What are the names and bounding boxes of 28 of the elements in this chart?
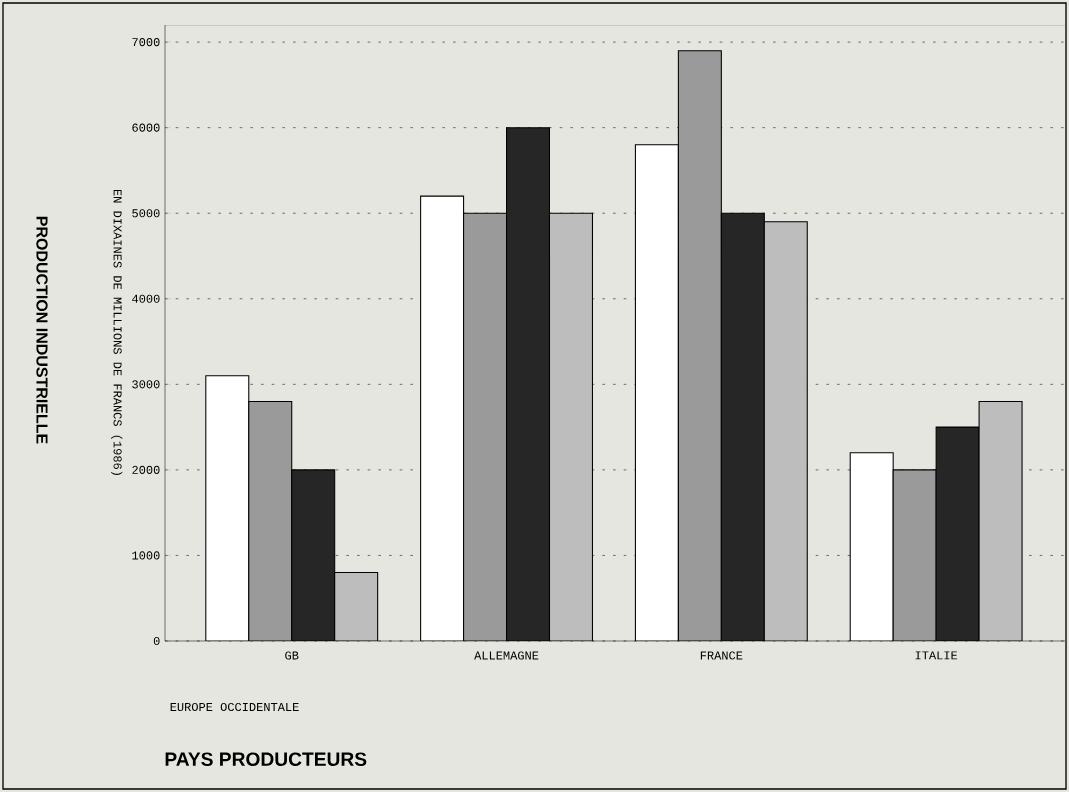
bar — [548, 212, 593, 641]
y-tick-label: 4000 — [132, 294, 160, 303]
x-axis-title: PAYS PRODUCTEURS — [165, 752, 367, 766]
bar — [935, 426, 980, 641]
y-tick-label: 3000 — [132, 380, 160, 389]
bar — [978, 400, 1023, 641]
bar — [506, 127, 551, 641]
y-axis-title: EN DIXAINES DE MILLIONS DE FRANCS (1986) — [111, 189, 123, 475]
bar — [420, 195, 465, 641]
y-tick-label: 2000 — [132, 465, 160, 474]
text: EUROPE OCCIDENTALE — [170, 702, 299, 712]
y-tick-label: 6000 — [132, 123, 160, 132]
bar — [849, 452, 894, 641]
bar — [291, 469, 336, 641]
text: PRODUCTION INDUSTRIELLE — [36, 216, 48, 444]
bar — [205, 375, 250, 641]
bar — [763, 221, 808, 641]
bar — [720, 212, 765, 641]
y-tick-label: 5000 — [132, 209, 160, 218]
y-tick-label: 7000 — [132, 38, 160, 47]
x-tick-label: ALLEMAGNE — [474, 651, 539, 660]
x-tick-label: FRANCE — [700, 651, 743, 660]
y-tick-label: 0 — [153, 636, 160, 646]
x-tick-label: GB — [285, 651, 299, 660]
y-tick-label: 1000 — [132, 551, 160, 560]
bar — [634, 144, 679, 641]
bar — [334, 572, 379, 641]
x-tick-label: ITALIE — [915, 651, 958, 660]
